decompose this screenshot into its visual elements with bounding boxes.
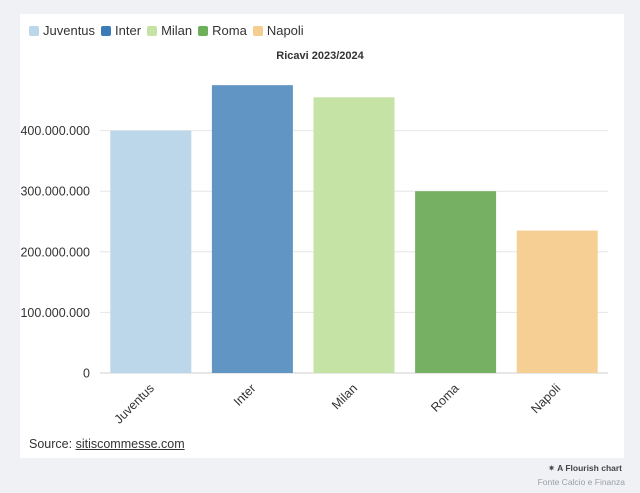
legend-item-milan[interactable]: Milan — [147, 23, 192, 38]
x-tick-label: Inter — [231, 381, 259, 409]
bar-roma — [415, 191, 497, 373]
legend-label: Juventus — [43, 23, 96, 38]
x-tick-label: Juventus — [112, 381, 157, 426]
chart-title: Ricavi 2023/2024 — [276, 50, 364, 62]
x-tick-label: Napoli — [528, 381, 563, 416]
legend: Juventus Inter Milan Roma Napoli — [29, 23, 310, 38]
x-tick-label: Roma — [428, 381, 462, 415]
flourish-icon: ✷ — [547, 463, 556, 473]
legend-swatch — [147, 25, 158, 36]
credit-note: Fonte Calcio e Finanza — [537, 477, 625, 487]
y-tick-label: 400.000.000 — [20, 124, 90, 138]
legend-item-juventus[interactable]: Juventus — [29, 23, 95, 38]
legend-label: Milan — [161, 23, 193, 38]
flourish-label: A Flourish chart — [557, 463, 622, 473]
bar-inter — [211, 85, 293, 374]
y-tick-label: 0 — [83, 367, 90, 381]
source-note: Source: sitiscommesse.com — [29, 437, 185, 451]
source-link[interactable]: sitiscommesse.com — [75, 437, 185, 451]
x-tick-label: Milan — [329, 381, 360, 412]
y-tick-label: 300.000.000 — [20, 185, 90, 199]
legend-item-inter[interactable]: Inter — [101, 23, 141, 38]
legend-swatch — [29, 25, 39, 36]
y-tick-label: 100.000.000 — [20, 306, 90, 320]
legend-item-napoli[interactable]: Napoli — [252, 23, 304, 38]
legend-swatch — [198, 25, 209, 36]
source-prefix: Source: — [29, 437, 76, 451]
legend-swatch — [101, 25, 112, 36]
bar-milan — [313, 97, 395, 374]
flourish-badge[interactable]: ✷ A Flourish chart — [548, 463, 622, 474]
bar-napoli — [516, 230, 598, 373]
legend-label: Napoli — [266, 23, 304, 38]
legend-label: Roma — [212, 23, 247, 38]
bar-juventus — [110, 130, 192, 373]
y-tick-label: 200.000.000 — [20, 245, 90, 259]
legend-item-roma[interactable]: Roma — [198, 23, 247, 38]
legend-swatch — [252, 25, 263, 36]
legend-label: Inter — [115, 23, 142, 38]
